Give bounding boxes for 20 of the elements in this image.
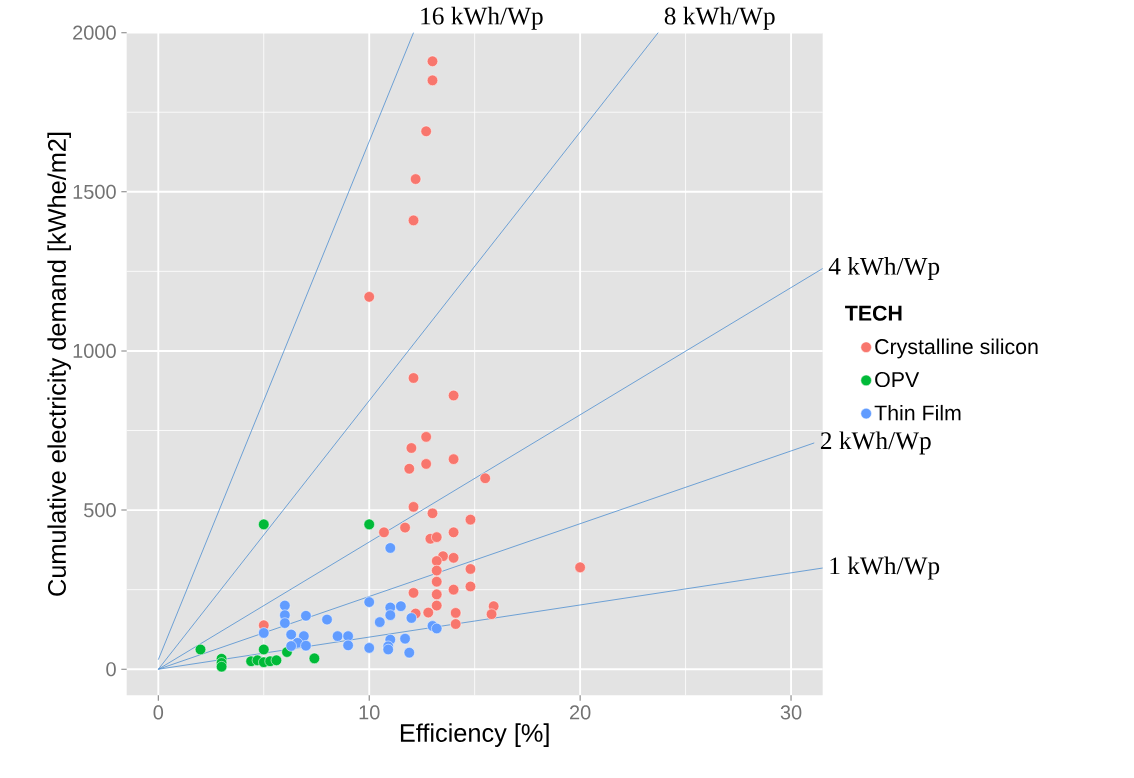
x-tick-label: 30 (780, 705, 802, 720)
x-tick-label: 20 (570, 705, 591, 720)
series-label: 2 kWh/Wp (820, 431, 931, 455)
x-tick-label: 10 (359, 705, 380, 720)
legend-label: OPV (875, 372, 920, 388)
series-label: 1 kWh/Wp (830, 556, 940, 580)
y-axis-title: Cumulative electricity demand [kWhe/m2] (47, 132, 71, 596)
y-tick-label: 2000 (73, 25, 116, 40)
legend-label: Thin Film (874, 404, 961, 421)
y-tick-label: 500 (84, 503, 116, 518)
y-tick-label: 1000 (73, 343, 116, 359)
x-axis-title: Efficiency [%] (400, 723, 549, 747)
series-label: 8 kWh/Wp (664, 6, 775, 30)
x-tick-label: 0 (153, 705, 164, 720)
series-label: 4 kWh/Wp (828, 257, 940, 280)
legend-label: Crystalline silicon (875, 338, 1038, 359)
legend-title: TECH (845, 305, 902, 321)
y-tick-label: 1500 (73, 184, 116, 199)
series-label: 16 kWh/Wp (421, 6, 543, 30)
y-tick-label: 0 (106, 662, 116, 677)
